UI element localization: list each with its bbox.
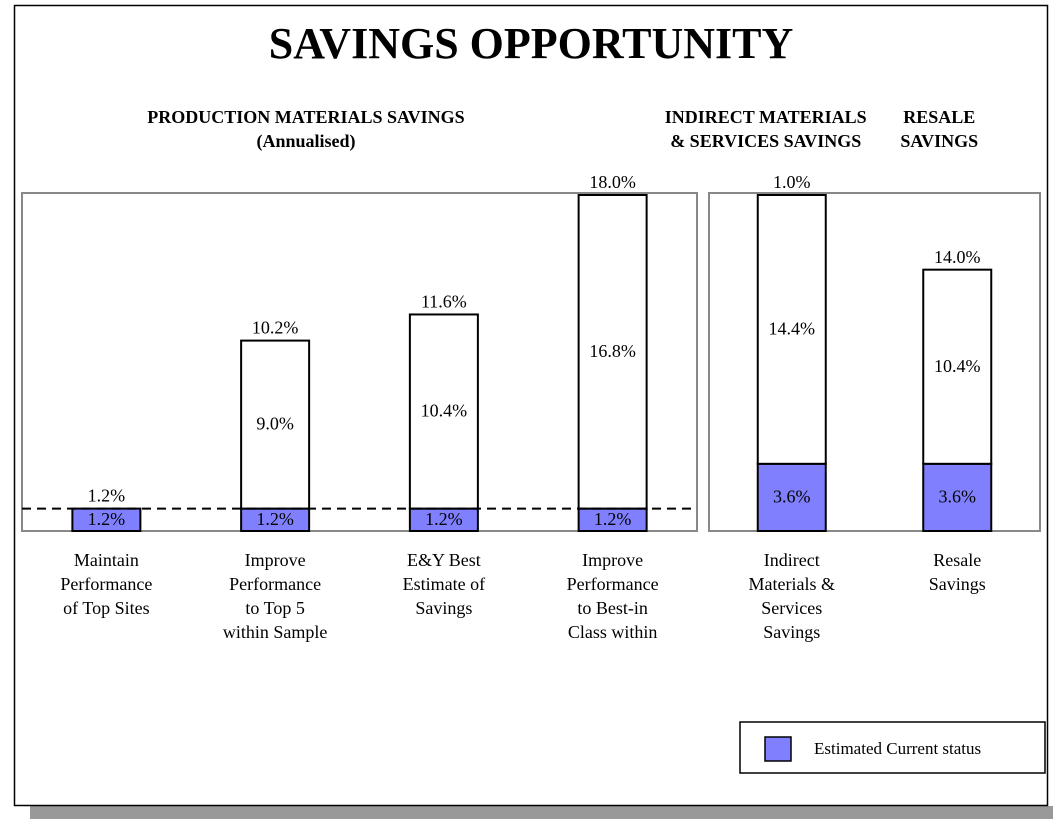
bar-segment bbox=[756, 462, 827, 532]
total-label: 10.2% bbox=[252, 318, 299, 338]
value-label: 1.2% bbox=[88, 509, 126, 529]
category-label: Improve bbox=[582, 550, 643, 570]
bar-segment bbox=[577, 194, 648, 510]
value-label: 16.8% bbox=[589, 341, 636, 361]
value-label: 10.4% bbox=[934, 356, 981, 376]
category-label: Estimate of bbox=[403, 574, 485, 594]
panel-frame bbox=[21, 192, 698, 532]
bar-segment bbox=[922, 462, 993, 532]
total-label: 1.2% bbox=[88, 486, 126, 506]
category-label: Performance bbox=[229, 574, 321, 594]
panel-title: PRODUCTION MATERIALS SAVINGS bbox=[147, 107, 464, 127]
panel-title: INDIRECT MATERIALS bbox=[665, 107, 867, 127]
panel-title: SAVINGS bbox=[900, 131, 978, 151]
slide-title: SAVINGS OPPORTUNITY bbox=[269, 19, 794, 68]
panel-title: & SERVICES SAVINGS bbox=[670, 131, 861, 151]
total-label: 11.6% bbox=[421, 292, 467, 312]
panel-frame bbox=[708, 192, 1041, 532]
value-label: 9.0% bbox=[256, 414, 294, 434]
category-label: Resale bbox=[933, 550, 981, 570]
category-label: E&Y Best bbox=[407, 550, 481, 570]
bar-segment bbox=[756, 194, 827, 465]
legend-label: Estimated Current status bbox=[814, 739, 981, 758]
category-label: of Top Sites bbox=[63, 598, 149, 618]
category-label: Savings bbox=[415, 598, 472, 618]
category-label: Indirect bbox=[764, 550, 820, 570]
bar-segment bbox=[71, 507, 142, 533]
category-label: Materials & bbox=[749, 574, 835, 594]
category-label: to Best-in bbox=[577, 598, 648, 618]
shadow bbox=[30, 806, 1053, 819]
value-label: 1.2% bbox=[594, 509, 632, 529]
legend bbox=[739, 721, 1046, 774]
category-label: Services bbox=[761, 598, 822, 618]
total-label: 18.0% bbox=[589, 172, 636, 192]
category-label: Class within bbox=[568, 622, 658, 642]
legend-swatch bbox=[764, 736, 792, 762]
value-label: 14.4% bbox=[769, 319, 816, 339]
value-label: 10.4% bbox=[421, 401, 468, 421]
category-label: Savings bbox=[763, 622, 820, 642]
category-label: to Top 5 bbox=[245, 598, 304, 618]
panel-subtitle: (Annualised) bbox=[256, 131, 355, 152]
total-label: 1.0% bbox=[773, 172, 811, 192]
value-label: 3.6% bbox=[939, 487, 977, 507]
value-label: 3.6% bbox=[773, 487, 811, 507]
category-label: Performance bbox=[60, 574, 152, 594]
category-label: Performance bbox=[567, 574, 659, 594]
category-label: Savings bbox=[929, 574, 986, 594]
bar-segment bbox=[922, 268, 993, 465]
category-label: within Sample bbox=[223, 622, 328, 642]
frame bbox=[13, 4, 1049, 807]
value-label: 1.2% bbox=[256, 509, 294, 529]
category-label: Improve bbox=[245, 550, 306, 570]
bar-segment bbox=[240, 339, 311, 510]
total-label: 14.0% bbox=[934, 247, 981, 267]
category-label: Maintain bbox=[74, 550, 139, 570]
panel-title: RESALE bbox=[903, 107, 975, 127]
value-label: 1.2% bbox=[425, 509, 463, 529]
